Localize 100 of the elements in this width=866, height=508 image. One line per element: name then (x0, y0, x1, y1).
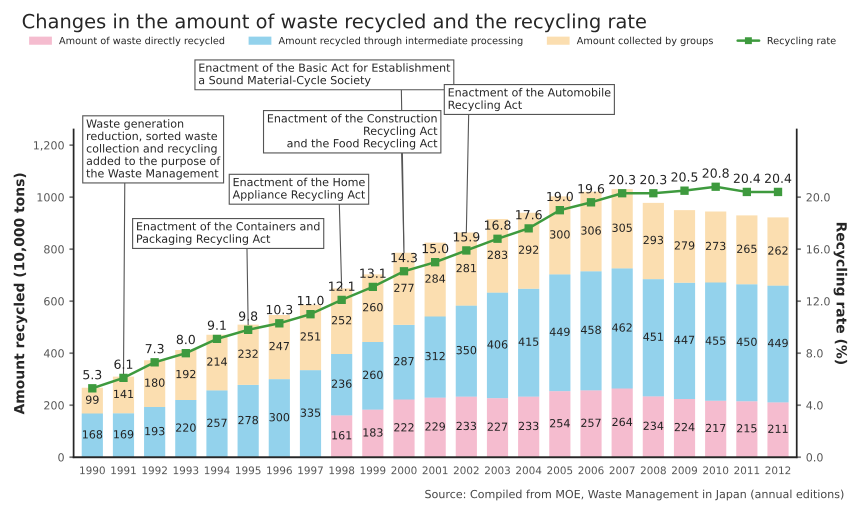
y2-axis-title: Recycling rate (%) (834, 222, 848, 364)
x-tick-label: 2000 (392, 466, 417, 474)
point (586, 198, 596, 207)
data-label: 265 (737, 244, 756, 254)
data-label: 224 (674, 422, 694, 432)
bar (393, 399, 415, 458)
data-label: 449 (768, 338, 788, 348)
x-tick-label: 2010 (703, 466, 728, 474)
bar (549, 274, 570, 392)
x-tick-label: 2006 (578, 466, 604, 474)
data-label: 300 (270, 413, 290, 422)
x-tick-label: 2004 (516, 466, 542, 474)
point (88, 384, 96, 392)
point (119, 374, 128, 382)
data-label: 13.1 (360, 268, 386, 278)
data-label: 284 (425, 274, 446, 283)
bar (580, 271, 602, 390)
data-label: 306 (581, 226, 601, 235)
bar (424, 316, 446, 398)
bar (112, 413, 134, 458)
data-label: 278 (238, 416, 258, 424)
y2-tick-label: 16.0 (806, 245, 830, 254)
data-label: 451 (643, 332, 663, 341)
point (306, 310, 315, 318)
data-label: 462 (612, 323, 632, 332)
x-tick-label: 1994 (204, 466, 230, 474)
annotation: Enactment of the Containers and Packaging Recycling Act (137, 222, 320, 246)
x-tick-label: 2007 (610, 466, 635, 474)
data-label: 300 (550, 230, 570, 239)
data-label: 279 (674, 241, 694, 250)
point (400, 267, 408, 276)
legend-label: Recycling rate (768, 36, 836, 46)
data-label: 15.0 (422, 244, 448, 254)
bar (238, 324, 259, 385)
data-label: 455 (706, 336, 726, 345)
data-label: 211 (768, 424, 788, 433)
annotation: Enactment of the Construction Recycling Act and the Food Recycling Act (268, 114, 438, 150)
data-label: 251 (300, 332, 320, 341)
y-tick-label: 800 (44, 245, 64, 254)
data-label: 415 (518, 338, 538, 346)
y2-tick-label: 20.0 (806, 193, 830, 202)
data-label: 192 (176, 370, 196, 378)
data-label: 260 (363, 303, 383, 312)
data-label: 247 (270, 342, 289, 350)
data-label: 141 (114, 390, 134, 398)
data-label: 20.5 (672, 172, 698, 182)
y-tick-label: 200 (44, 401, 64, 410)
bar (736, 401, 758, 458)
data-label: 19.0 (547, 192, 573, 202)
bar (674, 282, 696, 399)
bar (82, 414, 103, 458)
data-label: 227 (488, 422, 508, 431)
point (556, 206, 564, 214)
data-label: 305 (612, 224, 632, 232)
bar (486, 292, 508, 398)
bar (705, 282, 726, 401)
data-label: 447 (674, 336, 694, 344)
bar (736, 215, 758, 284)
data-label: 180 (145, 378, 165, 387)
data-label: 293 (644, 236, 664, 244)
data-label: 292 (518, 246, 538, 254)
data-label: 458 (580, 326, 601, 334)
bar (424, 398, 446, 458)
bar (175, 400, 196, 458)
bar (736, 284, 758, 402)
data-label: 257 (581, 418, 601, 428)
point (431, 258, 440, 266)
annotation: Enactment of the Basic Act for Establishment a Sound Material-Cycle Society (198, 63, 450, 86)
bar (393, 324, 415, 400)
x-tick-label: 1992 (142, 466, 167, 474)
bar (642, 202, 664, 280)
bar (767, 402, 789, 458)
data-label: 312 (425, 352, 445, 360)
point (275, 319, 284, 328)
data-label: 168 (82, 430, 102, 439)
annotation: Waste generation reduction, sorted waste collection and recycling added to the purpose of the Waste Management (86, 119, 220, 180)
x-tick-label: 2009 (672, 466, 698, 474)
annotation: Enactment of the Automobile Recycling Act (448, 88, 610, 112)
data-label: 20.3 (640, 174, 666, 184)
bar (206, 334, 228, 390)
bar (331, 415, 352, 458)
bar (705, 400, 726, 458)
y-tick-label: 1000 (38, 193, 64, 202)
data-label: 233 (456, 422, 476, 430)
x-tick-label: 2001 (422, 466, 448, 474)
point (524, 224, 533, 233)
bar (238, 384, 259, 458)
data-label: 15.9 (454, 232, 480, 242)
bar (549, 391, 570, 458)
bar (674, 398, 696, 458)
bar (486, 398, 508, 458)
data-label: 287 (394, 356, 414, 366)
bar (362, 410, 384, 458)
bar (331, 354, 352, 416)
bar (362, 342, 384, 410)
data-label: 8.0 (176, 334, 195, 344)
data-label: 264 (612, 418, 632, 426)
data-label: 232 (238, 350, 258, 358)
data-label: 5.3 (83, 370, 102, 380)
y2-tick-label: 0.0 (806, 453, 823, 462)
